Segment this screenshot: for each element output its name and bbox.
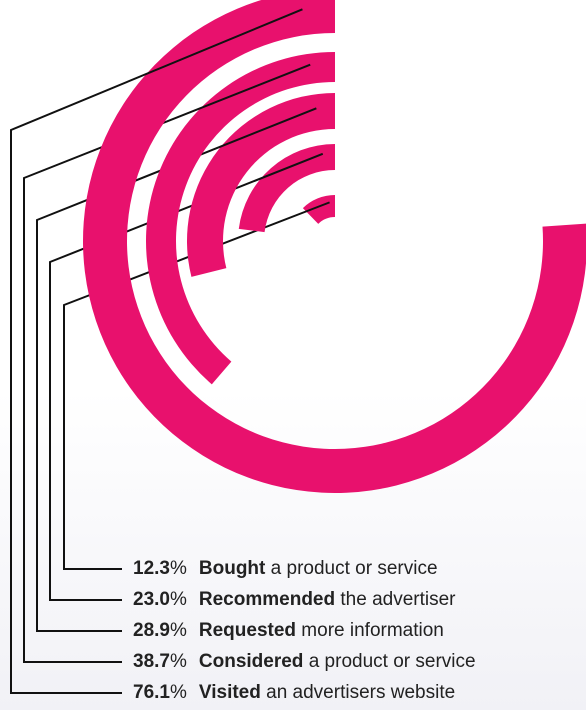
legend-bold-text: Recommended [198, 589, 336, 610]
legend-rest-text: more information [296, 620, 444, 641]
arc-bought [302, 195, 335, 224]
legend-value: 38.7 [133, 651, 170, 672]
legend-rest-text: a product or service [303, 651, 476, 672]
arc-considered [145, 51, 335, 385]
legend-row-bought: 12.3% Bought a product or service [133, 558, 438, 580]
legend-unit: % [169, 589, 187, 610]
legend-row-considered: 38.7% Considered a product or service [133, 651, 476, 673]
legend-bold-text: Bought [198, 558, 266, 579]
arc-recommended [238, 144, 335, 233]
legend-value: 12.3 [133, 558, 170, 579]
legend-unit: % [169, 651, 187, 672]
legend-unit: % [169, 682, 187, 703]
legend-value: 23.0 [133, 589, 170, 610]
leader-line-visited [10, 8, 303, 694]
legend-row-recommended: 23.0% Recommended the advertiser [133, 589, 456, 611]
legend-unit: % [169, 620, 187, 641]
legend-bold-text: Visited [198, 682, 261, 703]
legend-rest-text: the advertiser [335, 589, 456, 610]
legend-row-visited: 76.1% Visited an advertisers website [133, 682, 455, 704]
legend-bold-text: Requested [198, 620, 297, 641]
legend-bold-text: Considered [198, 651, 304, 672]
leader-line-recommended [49, 152, 324, 601]
legend-row-requested: 28.9% Requested more information [133, 620, 444, 642]
legend-rest-text: an advertisers website [260, 682, 456, 703]
leader-line-considered [23, 63, 311, 663]
legend-value: 76.1 [133, 682, 170, 703]
legend-rest-text: a product or service [265, 558, 438, 579]
legend-value: 28.9 [133, 620, 170, 641]
legend-unit: % [169, 558, 187, 579]
